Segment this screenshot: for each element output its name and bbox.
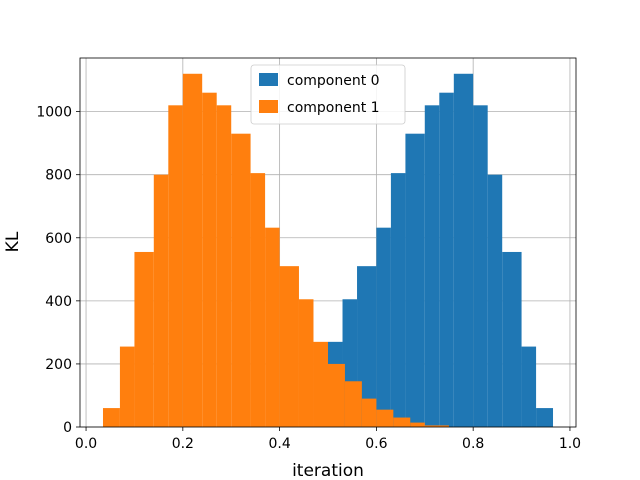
bar-component-1 [344,381,362,427]
bar-component-0 [502,251,522,427]
y-tick-label: 0 [63,420,72,436]
legend-label-component-1: component 1 [287,100,380,116]
axis-ticks: 0.0 0.2 0.4 0.6 0.8 1.0 0 200 400 600 800 1000 [36,105,581,452]
bar-component-1 [119,346,135,427]
bar-component-1 [313,341,328,427]
bar-component-1 [298,299,314,427]
y-tick-label: 800 [45,168,72,184]
bar-component-1 [168,105,183,428]
histogram-bars [102,73,554,428]
bar-component-1 [265,227,280,427]
x-tick-label: 0.4 [268,436,290,452]
bar-component-1 [328,363,345,427]
legend-box [250,64,406,125]
bar-component-0 [473,105,488,428]
bar-component-1 [182,73,203,428]
bar-component-1 [393,417,411,427]
bar-component-0 [439,92,454,427]
bar-component-1 [250,173,266,427]
bar-component-0 [487,174,503,427]
x-tick-label: 0.2 [172,436,194,452]
bar-component-1 [376,409,394,427]
y-tick-label: 1000 [36,105,72,121]
legend: component 0 component 1 [250,64,406,125]
bar-component-1 [279,266,299,427]
plot-frame [79,57,577,428]
bar-component-0 [536,408,554,427]
bar-component-1 [153,174,169,427]
x-tick-label: 0.6 [365,436,387,452]
x-tick-label: 1.0 [559,436,581,452]
bar-component-0 [376,227,391,427]
y-tick-label: 400 [45,294,72,310]
legend-swatch-component-0 [259,73,278,86]
bar-component-1 [361,398,377,427]
x-tick-label: 0.8 [462,436,484,452]
bar-component-0 [390,173,406,427]
legend-swatch-component-1 [259,100,278,113]
bar-component-1 [202,92,217,427]
x-axis-label: iteration [292,461,364,480]
bar-component-0 [405,133,425,427]
bar-component-1 [216,105,232,428]
y-tick-label: 600 [45,231,72,247]
bar-component-0 [424,105,440,428]
bar-component-1 [102,408,120,427]
bar-component-1 [410,422,425,427]
x-tick-label: 0.0 [75,436,97,452]
bar-component-1 [134,251,154,427]
legend-label-component-0: component 0 [287,73,380,89]
bar-component-0 [453,73,474,428]
y-tick-label: 200 [45,357,72,373]
bar-component-1 [424,425,449,427]
bar-component-1 [231,133,251,427]
bar-component-0 [521,346,537,427]
y-axis-label: KL [3,231,23,252]
